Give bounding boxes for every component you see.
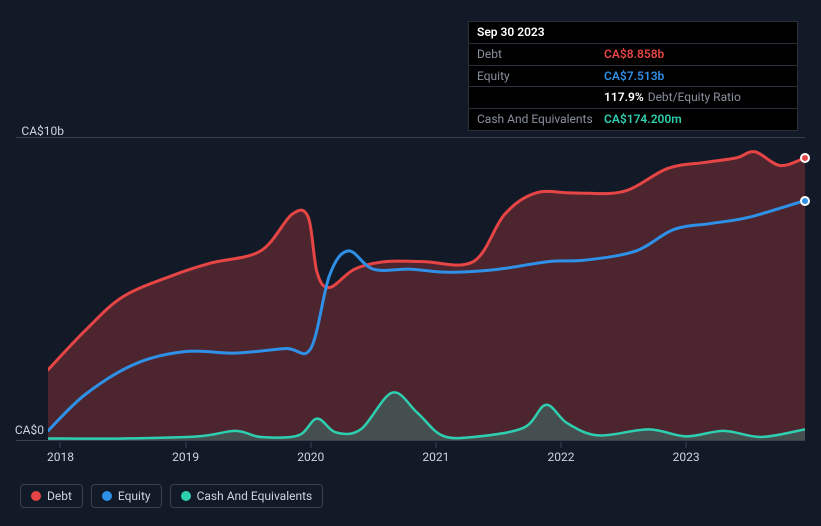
tooltip-row-label-3: Cash And Equivalents	[477, 111, 604, 128]
tooltip-row-value-3: CA$174.200m	[604, 111, 682, 128]
x-tick-2021: 2021	[422, 442, 449, 464]
x-tick-2018: 2018	[47, 442, 74, 464]
x-tick-2022: 2022	[548, 442, 575, 464]
tooltip-row-value-1: CA$7.513b	[604, 68, 664, 85]
x-tick-2023: 2023	[673, 442, 700, 464]
tooltip-row-value-2: 117.9%	[604, 89, 644, 106]
x-tick-2019: 2019	[172, 442, 199, 464]
legend-swatch-debt	[31, 491, 41, 501]
y-axis-label-zero: CA$0	[0, 423, 44, 437]
tooltip-date: Sep 30 2023	[477, 24, 545, 41]
legend-item-debt[interactable]: Debt	[20, 484, 83, 508]
tooltip-row-label-0: Debt	[477, 46, 604, 63]
tooltip-row-extra-2: Debt/Equity Ratio	[648, 89, 741, 106]
legend-label-equity: Equity	[118, 489, 151, 503]
legend: Debt Equity Cash And Equivalents	[20, 484, 323, 508]
x-tick-2020: 2020	[297, 442, 324, 464]
legend-item-cash[interactable]: Cash And Equivalents	[170, 484, 324, 508]
legend-swatch-cash	[181, 491, 191, 501]
end-marker-debt	[800, 153, 810, 163]
legend-item-equity[interactable]: Equity	[91, 484, 162, 508]
chart-plot-area	[48, 135, 805, 440]
legend-label-debt: Debt	[47, 489, 72, 503]
legend-swatch-equity	[102, 491, 112, 501]
tooltip: Sep 30 2023 Debt CA$8.858b Equity CA$7.5…	[468, 21, 798, 131]
x-axis: 2018 2019 2020 2021 2022 2023	[48, 442, 805, 470]
legend-label-cash: Cash And Equivalents	[197, 489, 313, 503]
chart-svg	[48, 135, 805, 440]
tooltip-row-label-2	[477, 89, 604, 106]
tooltip-row-value-0: CA$8.858b	[604, 46, 664, 63]
y-gridline-zero	[16, 440, 805, 441]
end-marker-equity	[800, 196, 810, 206]
tooltip-row-label-1: Equity	[477, 68, 604, 85]
